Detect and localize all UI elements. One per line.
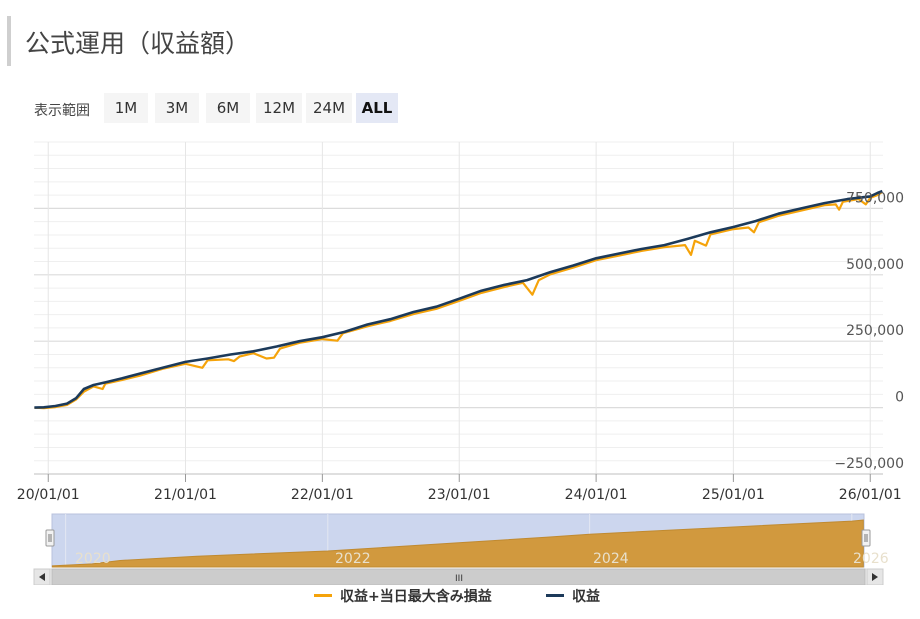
legend-label-profit: 収益 — [572, 589, 600, 605]
x-tick-label: 25/01/01 — [702, 487, 765, 503]
range-selector-label: 表示範囲 — [34, 103, 90, 119]
range-button-1m[interactable]: 1M — [104, 93, 148, 123]
range-button-24m[interactable]: 24M — [306, 93, 352, 123]
x-tick-label: 20/01/01 — [17, 487, 80, 503]
arrow-left-icon — [39, 573, 45, 581]
x-tick-label: 26/01/01 — [839, 487, 902, 503]
x-tick-label: 23/01/01 — [428, 487, 491, 503]
arrow-right-icon — [872, 573, 878, 581]
y-tick-label: 750,000 — [846, 190, 904, 206]
x-tick-label: 22/01/01 — [291, 487, 354, 503]
page-title: 公式運用（収益額） — [25, 29, 251, 58]
y-tick-label: 0 — [895, 390, 904, 406]
x-grid — [47, 142, 871, 474]
range-button-3m[interactable]: 3M — [155, 93, 199, 123]
legend-label-profit-with-loss: 収益+当日最大含み損益 — [340, 589, 492, 605]
series-line-profit-with-loss — [34, 190, 883, 410]
range-button-12m[interactable]: 12M — [256, 93, 302, 123]
navigator-year-label: 2020 — [75, 551, 111, 567]
series-line-profit — [34, 189, 883, 409]
legend: 収益+当日最大含み損益 収益 — [0, 585, 920, 607]
y-axis: −250,000 0 250,000 500,000 750,000 — [834, 190, 904, 472]
x-tick-label: 21/01/01 — [154, 487, 217, 503]
navigator-handle-left[interactable] — [45, 529, 55, 547]
range-button-all[interactable]: ALL — [356, 93, 398, 123]
legend-swatch-profit — [546, 594, 564, 597]
scrollbar[interactable]: III — [33, 568, 884, 585]
y-tick-label: 500,000 — [846, 257, 904, 273]
legend-swatch-profit-with-loss — [314, 594, 332, 597]
navigator-handle-right[interactable] — [861, 529, 871, 547]
title-bar: 公式運用（収益額） — [7, 16, 611, 66]
x-tick-label: 24/01/01 — [565, 487, 628, 503]
range-selector: 表示範囲 1M 3M 6M 12M 24M ALL — [34, 93, 434, 123]
y-tick-label: 250,000 — [846, 323, 904, 339]
navigator-year-label: 2026 — [853, 551, 889, 567]
navigator-year-label: 2022 — [335, 551, 371, 567]
grid — [34, 141, 883, 475]
navigator[interactable]: 2020 2022 2024 2026 — [45, 513, 889, 568]
scrollbar-grip: III — [455, 574, 463, 584]
series-layer — [34, 189, 883, 410]
navigator-series-area — [51, 519, 864, 568]
x-axis: 20/01/01 21/01/01 22/01/01 23/01/01 24/01/01… — [17, 473, 902, 503]
navigator-year-label: 2024 — [593, 551, 629, 567]
range-button-6m[interactable]: 6M — [206, 93, 250, 123]
y-tick-label: −250,000 — [834, 456, 904, 472]
scrollbar-thumb[interactable] — [51, 568, 866, 585]
